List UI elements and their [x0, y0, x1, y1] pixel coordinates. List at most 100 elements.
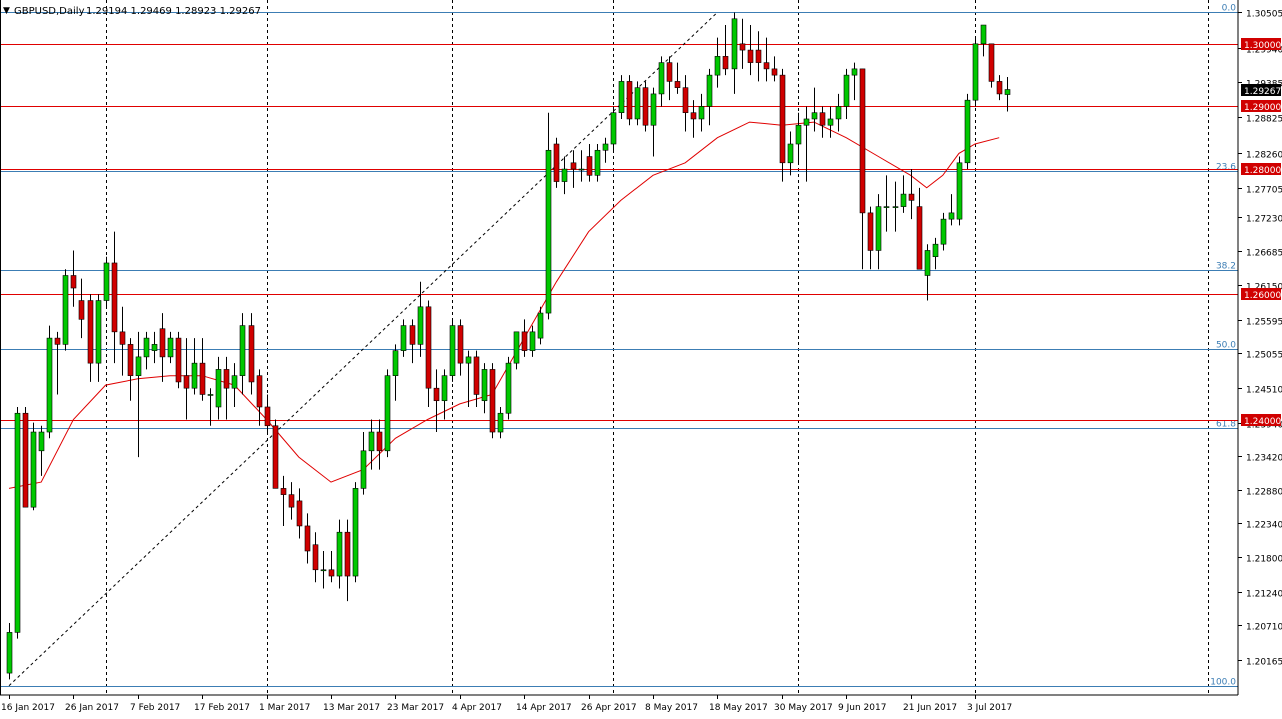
candle-body [70, 275, 77, 289]
price-level-tag-text: 1.26000 [1244, 291, 1281, 301]
candle-body [956, 162, 963, 220]
candle-body [449, 325, 456, 376]
candle [199, 338, 206, 401]
candle [352, 482, 359, 583]
y-tick-label: 1.22880 [1246, 488, 1282, 498]
candle [747, 25, 754, 76]
price-level-tag-text: 1.29000 [1244, 103, 1281, 113]
candle [827, 106, 834, 138]
x-tick-label: 3 Jul 2017 [967, 703, 1012, 713]
candle [795, 112, 802, 163]
candle [46, 325, 53, 439]
candle-body [207, 394, 214, 396]
candle [489, 363, 496, 439]
x-tick-label: 18 May 2017 [709, 703, 768, 713]
candle-body [111, 262, 118, 333]
candle-body [731, 18, 738, 70]
candle [892, 181, 899, 232]
candle-body [690, 112, 697, 120]
candle-body [642, 87, 649, 126]
candle [561, 156, 568, 195]
candle [368, 419, 375, 470]
candle [594, 144, 601, 182]
candle-body [908, 193, 915, 201]
candle-body [698, 106, 705, 120]
candle-body [296, 500, 303, 527]
candle [111, 231, 118, 364]
candle-body [763, 62, 770, 70]
candle [360, 432, 367, 495]
candle [900, 175, 907, 213]
candle-body [392, 350, 399, 376]
candle [771, 56, 778, 82]
candle [288, 482, 295, 520]
candle-body [433, 387, 440, 402]
candle-body [932, 243, 939, 258]
fibonacci-trendline [8, 11, 718, 687]
candle-body [722, 56, 729, 70]
candle [980, 24, 987, 57]
candle [690, 100, 697, 138]
x-tick-label: 4 Apr 2017 [452, 703, 502, 713]
candle [739, 18, 746, 69]
candle-body [972, 43, 979, 101]
candle-body [256, 375, 263, 408]
candle-body [634, 87, 641, 120]
candle-body [570, 162, 577, 170]
header-collapse-icon[interactable]: ▼ [3, 6, 10, 16]
candle [722, 25, 729, 76]
candle-body [95, 300, 102, 364]
candle [95, 294, 102, 382]
candle [731, 12, 738, 94]
y-tick-label: 1.20710 [1246, 623, 1282, 633]
y-tick-label: 1.30505 [1246, 10, 1282, 20]
candle-body [87, 300, 94, 364]
x-tick-label: 26 Apr 2017 [581, 703, 637, 713]
fib-level-label: 50.0 [1216, 341, 1236, 351]
candle [127, 338, 134, 401]
candle-body [811, 112, 818, 120]
candle [457, 319, 464, 376]
candle [320, 550, 327, 589]
candle [883, 175, 890, 232]
candle-body [465, 356, 472, 364]
candle-body [22, 412, 29, 508]
candle-body [312, 544, 319, 571]
price-level-tag-text: 1.24000 [1244, 417, 1281, 427]
fib-level-label: 23.6 [1216, 163, 1236, 173]
candle-body [54, 337, 61, 345]
candle [932, 237, 939, 270]
candle [908, 169, 915, 220]
candle [924, 244, 931, 301]
y-tick-label: 1.26685 [1246, 249, 1282, 259]
candle [843, 68, 850, 119]
candle-body [771, 68, 778, 76]
candle-body [167, 337, 174, 358]
candle [328, 550, 335, 583]
candle-body [127, 344, 134, 376]
candle-body [223, 369, 230, 389]
fib-trendline [8, 11, 718, 687]
x-tick-label: 13 Mar 2017 [323, 703, 380, 713]
candle [223, 356, 230, 420]
candle-body [159, 328, 166, 358]
candle-body [151, 344, 158, 351]
candle [505, 356, 512, 420]
candle [626, 75, 633, 126]
x-tick-label: 26 Jan 2017 [65, 703, 119, 713]
candle [344, 519, 351, 602]
candle-body [457, 325, 464, 364]
candle [70, 250, 77, 307]
candle-body [352, 488, 359, 577]
candle [867, 206, 874, 270]
ohlc-values: 1.29194 1.29469 1.28923 1.29267 [86, 6, 261, 17]
candle-body [924, 250, 931, 276]
y-tick-label: 1.25055 [1246, 351, 1282, 361]
candle-body [417, 306, 424, 345]
candle [231, 363, 238, 407]
x-tick-label: 30 May 2017 [774, 703, 833, 713]
candle [62, 269, 69, 351]
candle [441, 369, 448, 420]
candle [473, 350, 480, 407]
candle-body [666, 62, 673, 82]
